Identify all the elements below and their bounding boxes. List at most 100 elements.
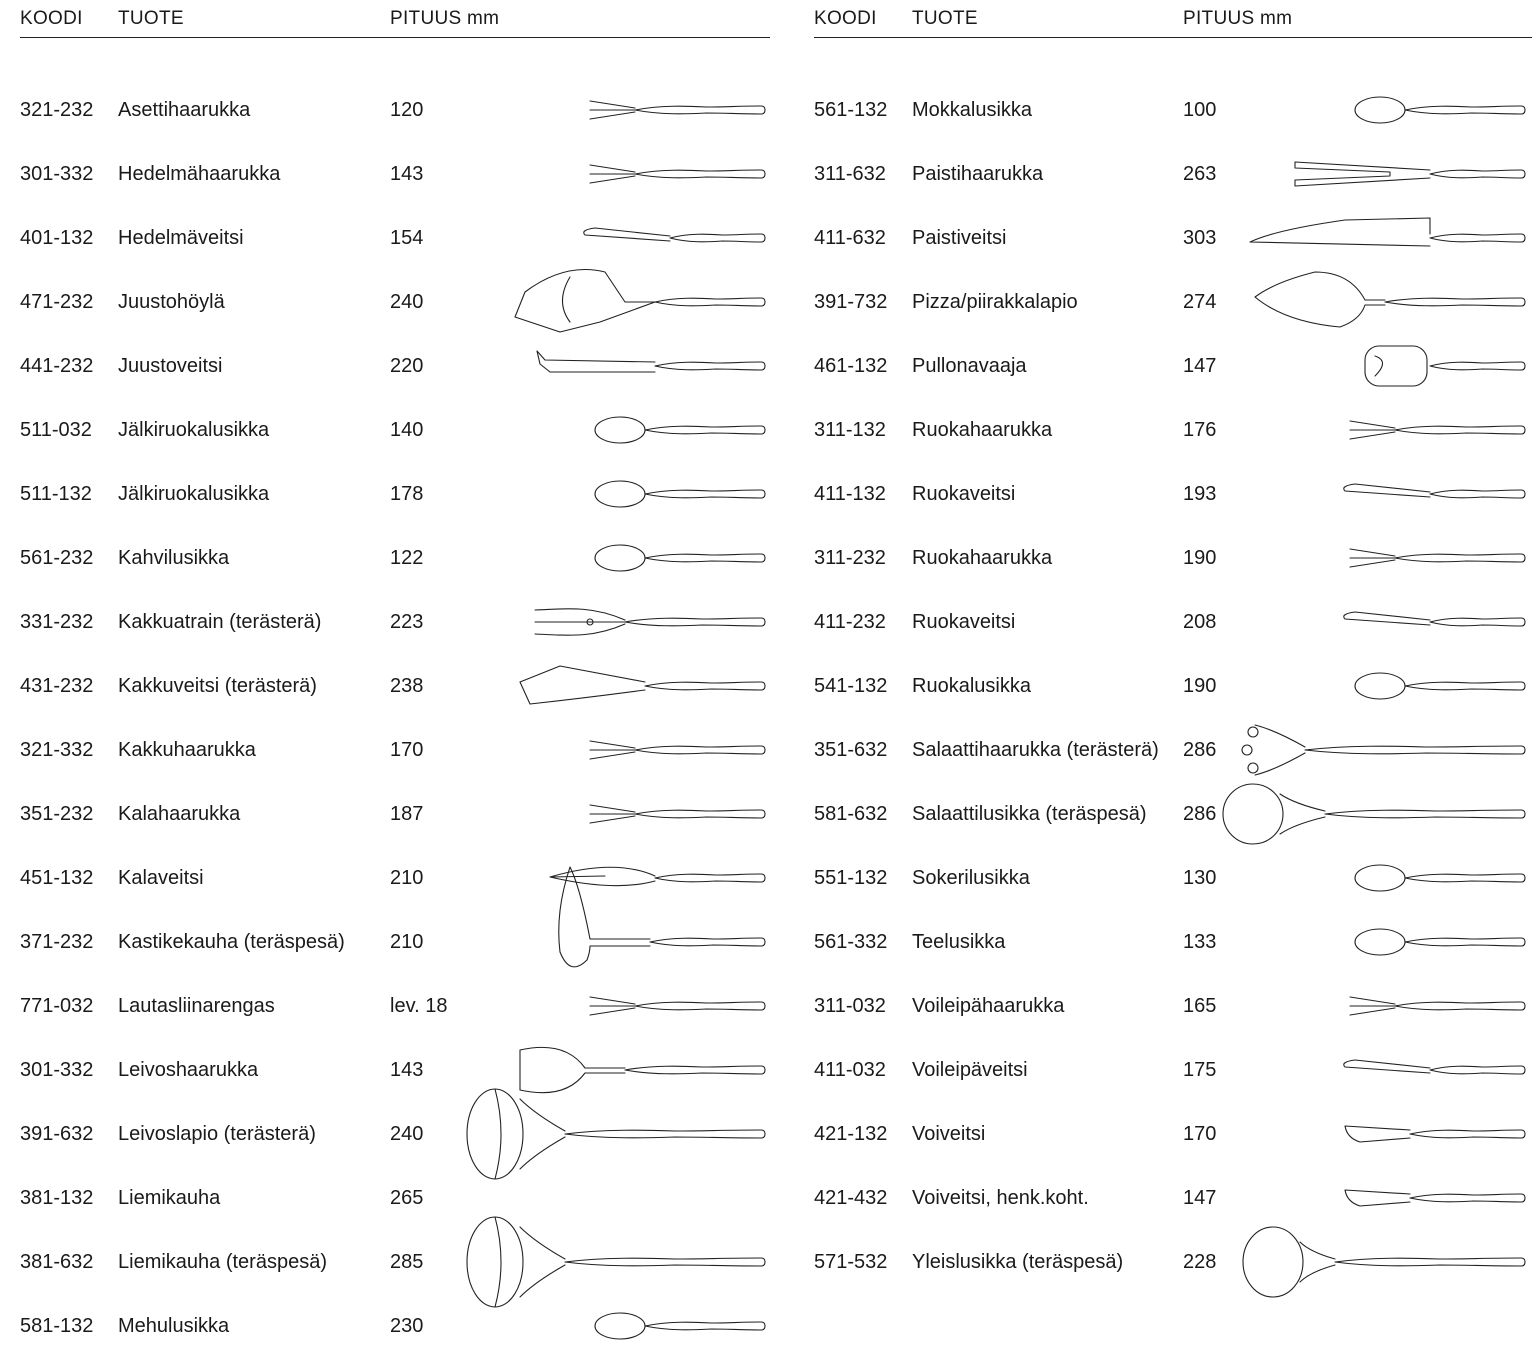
table-row: 441-232 Juustoveitsi 220 (0, 350, 770, 394)
product-name: Voileipäveitsi (912, 1059, 1028, 1081)
product-length: 223 (390, 611, 424, 633)
product-code: 391-732 (814, 291, 888, 313)
product-name: Liemikauha (teräspesä) (118, 1251, 327, 1273)
product-length: 100 (1183, 99, 1217, 121)
knife-icon (583, 227, 766, 243)
product-name: Kalahaarukka (118, 803, 241, 825)
spoon-icon (1354, 928, 1526, 956)
product-length: 122 (390, 547, 424, 569)
product-name: Mokkalusikka (912, 99, 1033, 121)
product-name: Yleislusikka (teräspesä) (912, 1251, 1124, 1273)
product-length: 190 (1183, 675, 1217, 697)
product-name: Hedelmäveitsi (118, 227, 244, 249)
product-name: Kahvilusikka (118, 547, 230, 569)
carving-knife-icon (1249, 217, 1526, 247)
table-row: 391-632 Leivoslapio (terästerä) 240 (0, 1088, 770, 1180)
product-length: 210 (390, 867, 424, 889)
product-code: 311-632 (814, 163, 886, 185)
table-row: 411-232 Ruokaveitsi 208 (795, 610, 1532, 650)
product-code: 331-232 (20, 611, 94, 633)
header-code: KOODI (20, 8, 83, 29)
product-length: 238 (390, 675, 424, 697)
salad-spoon-icon (1222, 783, 1526, 845)
product-code: 581-132 (20, 1315, 94, 1337)
pastry-server-icon (519, 1046, 766, 1094)
product-code: 511-032 (20, 419, 92, 441)
product-length: 208 (1183, 611, 1217, 633)
knife-icon (1343, 483, 1526, 499)
product-name: Ruokaveitsi (912, 483, 1016, 505)
table-row: 451-132 Kalaveitsi 210 (0, 866, 770, 906)
product-code: 391-632 (20, 1123, 94, 1145)
product-length: 240 (390, 291, 424, 313)
header-divider (20, 37, 770, 38)
table-row: 471-232 Juustohöylä 240 (0, 269, 770, 333)
product-code: 311-232 (814, 547, 886, 569)
product-code: 561-332 (814, 931, 888, 953)
product-code: 411-232 (814, 611, 886, 633)
spoon-icon (594, 1312, 766, 1340)
table-row: 321-232 Asettihaarukka 120 (0, 98, 770, 138)
product-name: Asettihaarukka (118, 99, 251, 121)
product-length: 147 (1183, 1187, 1217, 1209)
table-row: 421-432 Voiveitsi, henk.koht. 147 (795, 1186, 1532, 1226)
product-name: Ruokalusikka (912, 675, 1031, 697)
header-product: TUOTE (912, 8, 978, 29)
fork-icon (589, 100, 766, 120)
product-name: Paistihaarukka (912, 163, 1044, 185)
product-code: 401-132 (20, 227, 94, 249)
product-length: 178 (390, 483, 424, 505)
product-code: 321-232 (20, 99, 94, 121)
table-row: 421-132 Voiveitsi 170 (795, 1122, 1532, 1162)
product-name: Juustohöylä (118, 291, 225, 313)
table-row: 331-232 Kakkuatrain (terästerä) 223 (0, 608, 770, 650)
product-code: 381-632 (20, 1251, 94, 1273)
table-row: 311-132 Ruokahaarukka 176 (795, 418, 1532, 458)
table-row: 411-632 Paistiveitsi 303 (795, 217, 1532, 266)
product-name: Kakkuveitsi (terästerä) (118, 675, 317, 697)
product-code: 311-032 (814, 995, 886, 1017)
product-length: 228 (1183, 1251, 1217, 1273)
product-length: 230 (390, 1315, 424, 1337)
product-name: Liemikauha (118, 1187, 221, 1209)
product-name: Pizza/piirakkalapio (912, 291, 1078, 313)
product-code: 351-632 (814, 739, 888, 761)
product-code: 421-132 (814, 1123, 888, 1145)
butter-knife-icon (1344, 1125, 1526, 1143)
cheese-knife-icon (536, 350, 766, 373)
spoon-icon (594, 544, 766, 572)
product-length: 193 (1183, 483, 1217, 505)
table-row: 511-032 Jälkiruokalusikka 140 (0, 416, 770, 458)
product-name: Mehulusikka (118, 1315, 230, 1337)
product-code: 451-132 (20, 867, 94, 889)
table-row: 391-732 Pizza/piirakkalapio 274 (795, 271, 1532, 330)
product-length: 143 (390, 1059, 424, 1081)
product-code: 301-332 (20, 1059, 94, 1081)
header-code: KOODI (814, 8, 877, 29)
bottle-opener-icon (1364, 345, 1526, 387)
fork-icon (1349, 996, 1526, 1016)
product-name: Leivoslapio (terästerä) (118, 1123, 316, 1145)
table-row: 561-332 Teelusikka 133 (795, 928, 1532, 970)
spoon-icon (594, 416, 766, 444)
product-length: 175 (1183, 1059, 1217, 1081)
serving-spoon-icon (1242, 1226, 1526, 1298)
fork-icon (589, 804, 766, 824)
product-name: Juustoveitsi (118, 355, 223, 377)
product-code: 771-032 (20, 995, 94, 1017)
product-length: 140 (390, 419, 424, 441)
product-length: 265 (390, 1187, 424, 1209)
table-row: 381-132 Liemikauha 265 (0, 1186, 770, 1226)
table-row: 321-332 Kakkuhaarukka 170 (0, 738, 770, 778)
table-row: 311-032 Voileipähaarukka 165 (795, 994, 1532, 1034)
product-name: Kakkuhaarukka (118, 739, 256, 761)
ladle-icon (466, 1088, 766, 1180)
spoon-icon (1354, 96, 1526, 124)
spoon-icon (594, 480, 766, 508)
product-length: 170 (390, 739, 424, 761)
product-code: 511-132 (20, 483, 92, 505)
product-length: 190 (1183, 547, 1217, 569)
product-length: 286 (1183, 739, 1217, 761)
product-length: 176 (1183, 419, 1217, 441)
product-code: 301-332 (20, 163, 94, 185)
